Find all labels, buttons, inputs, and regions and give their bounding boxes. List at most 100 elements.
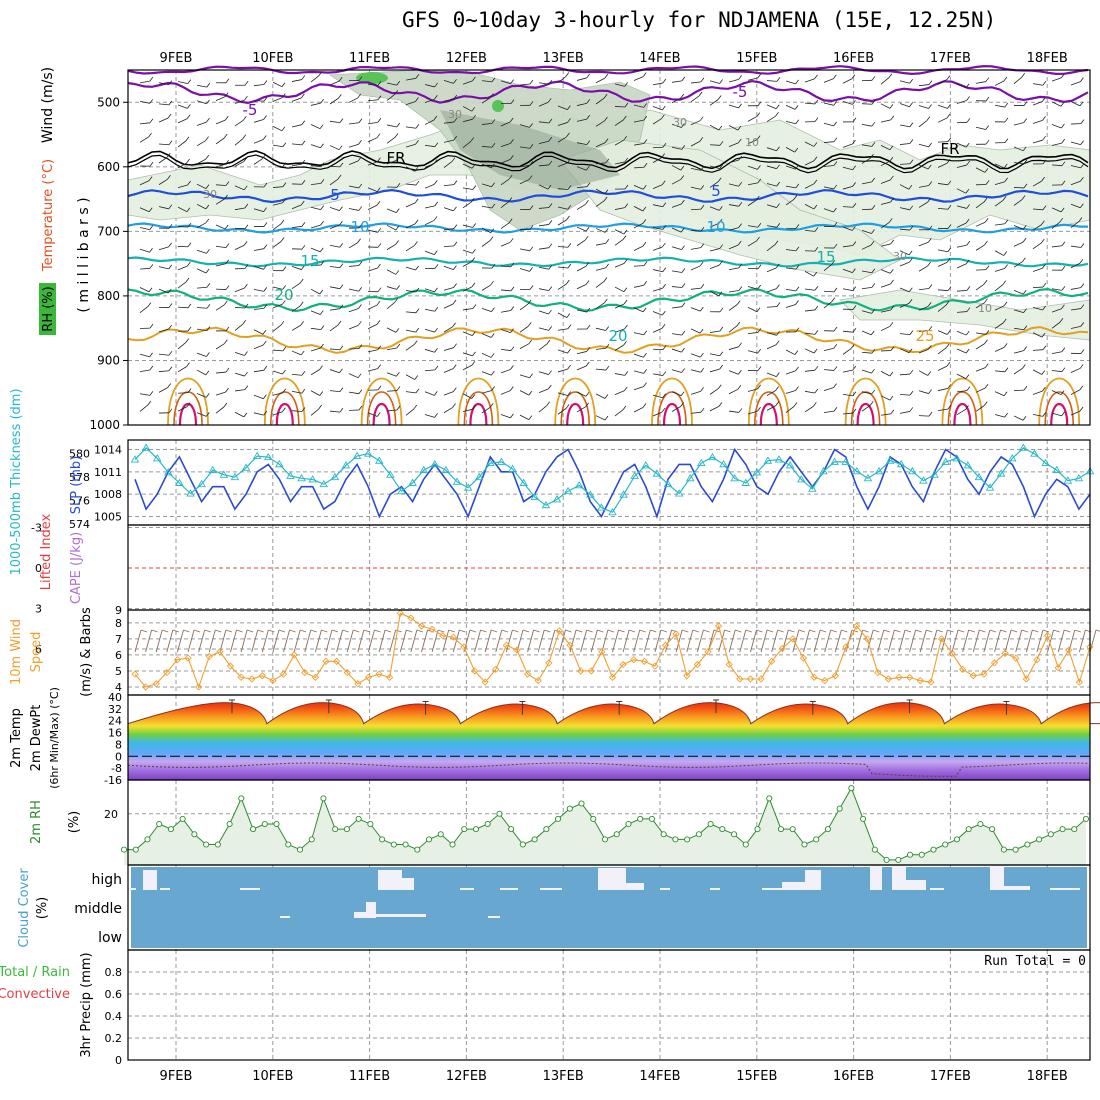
wind-barb-flag [662, 283, 666, 289]
wind-barb-flag [890, 305, 895, 311]
wind10-barb-flag [979, 629, 986, 633]
wind-barb-flag [700, 185, 705, 190]
wind-barb [614, 328, 625, 333]
cloud-bar [1050, 888, 1080, 890]
wind-barb-flag [757, 366, 762, 371]
contour-label: 10 [350, 218, 369, 236]
wind-barb-flag [415, 180, 420, 186]
wind-barb [766, 225, 777, 228]
rh2m-marker [695, 831, 702, 838]
wind-barb [557, 162, 568, 167]
wind-barb [386, 269, 397, 275]
wind-barb [766, 306, 778, 308]
wind-barb-flag [1079, 406, 1084, 412]
wind10-marker [449, 633, 457, 641]
wind-barb-flag [812, 402, 817, 407]
wind-barb-flag [529, 267, 533, 272]
wind-barb [158, 266, 169, 270]
wind-barb-flag [662, 78, 667, 84]
wind-barb-flag [814, 285, 819, 291]
rh2m-marker [132, 846, 139, 853]
wind-barb-flag [168, 140, 173, 146]
wind10-barb [251, 629, 259, 653]
wind-barb [747, 199, 757, 207]
rh2m-marker [1024, 841, 1031, 848]
wind-barb-flag [719, 79, 723, 84]
wind-barb-flag [586, 182, 591, 187]
wind-barb [1070, 262, 1081, 269]
wind-barb [861, 230, 872, 234]
wind-barb-flag [1022, 415, 1027, 421]
wind-barb-flag [433, 115, 438, 121]
wind-barb-flag [415, 124, 420, 129]
wind-barb [576, 391, 587, 397]
wind-barb [519, 146, 530, 149]
wind-barb [652, 287, 663, 292]
wind-barb-flag [814, 227, 819, 232]
wind-barb [576, 226, 587, 232]
wind-barb-flag [1042, 282, 1047, 288]
wind-barb [405, 344, 415, 351]
wind-barb-flag [489, 236, 494, 241]
wind-barb-flag [337, 94, 342, 99]
cloud-bar [128, 888, 136, 890]
wind-barb-flag [434, 365, 439, 371]
wind-barb [785, 370, 796, 375]
wind-barb-flag [852, 203, 857, 208]
thickness-marker [463, 483, 473, 491]
wind-barb-flag [510, 99, 515, 104]
rh2m-marker [367, 820, 374, 828]
wind-barb [481, 163, 492, 169]
wind-barb [709, 222, 720, 228]
wind-barb [728, 159, 739, 164]
wind-barb [253, 288, 264, 292]
wind-barb [899, 348, 910, 354]
wind-barb-flag [814, 99, 819, 105]
wind-barb [595, 188, 606, 195]
cloud-bar [354, 912, 366, 918]
wind-barb-flag [681, 199, 685, 205]
wind-barb-flag [205, 136, 209, 141]
wind-barb-flag [471, 164, 476, 169]
wind-barb-flag [205, 370, 210, 376]
wind-barb-flag [1061, 161, 1066, 166]
wind-barb-flag [833, 366, 838, 371]
wind-barb [671, 406, 681, 412]
wind-barb [196, 268, 207, 274]
wind-barb [1032, 369, 1043, 375]
wind-barb [139, 207, 150, 213]
wind-barb [1051, 221, 1060, 229]
wind-barb-flag [320, 162, 325, 167]
rh2m-marker [1071, 826, 1078, 833]
wind10-barb [760, 629, 768, 653]
temp-color-band [128, 702, 1090, 780]
wind-barb-flag [282, 300, 286, 305]
contour-label: -5 [243, 101, 258, 119]
day-label-top: 10FEB [252, 51, 293, 66]
wind-barb [253, 208, 264, 213]
wind-barb-flag [776, 146, 780, 151]
wind10-barb-flag [257, 629, 264, 633]
wind-barb-flag [681, 347, 685, 353]
rh2m-marker [660, 831, 667, 838]
wind-barb [842, 288, 853, 292]
wind-barb [1070, 81, 1081, 86]
wind-barb [747, 350, 758, 354]
wind-barb [880, 243, 891, 247]
wind-barb [177, 118, 188, 124]
wind10-barb [643, 629, 651, 653]
wind-barb [443, 265, 454, 271]
wind10-barb-flag [204, 629, 211, 633]
wind-barb [348, 122, 359, 125]
wind-barb [424, 183, 435, 189]
wind-barb-flag [928, 411, 933, 417]
wind-barb-flag [1002, 196, 1007, 201]
wind10-barb [622, 629, 630, 653]
thickness-marker [774, 455, 784, 463]
wind-barb-flag [738, 181, 743, 187]
wind-barb [139, 100, 150, 104]
wind-barb [994, 181, 1005, 186]
wind-barb [576, 203, 586, 210]
wind-barb [519, 83, 530, 86]
wind-barb [633, 284, 644, 288]
